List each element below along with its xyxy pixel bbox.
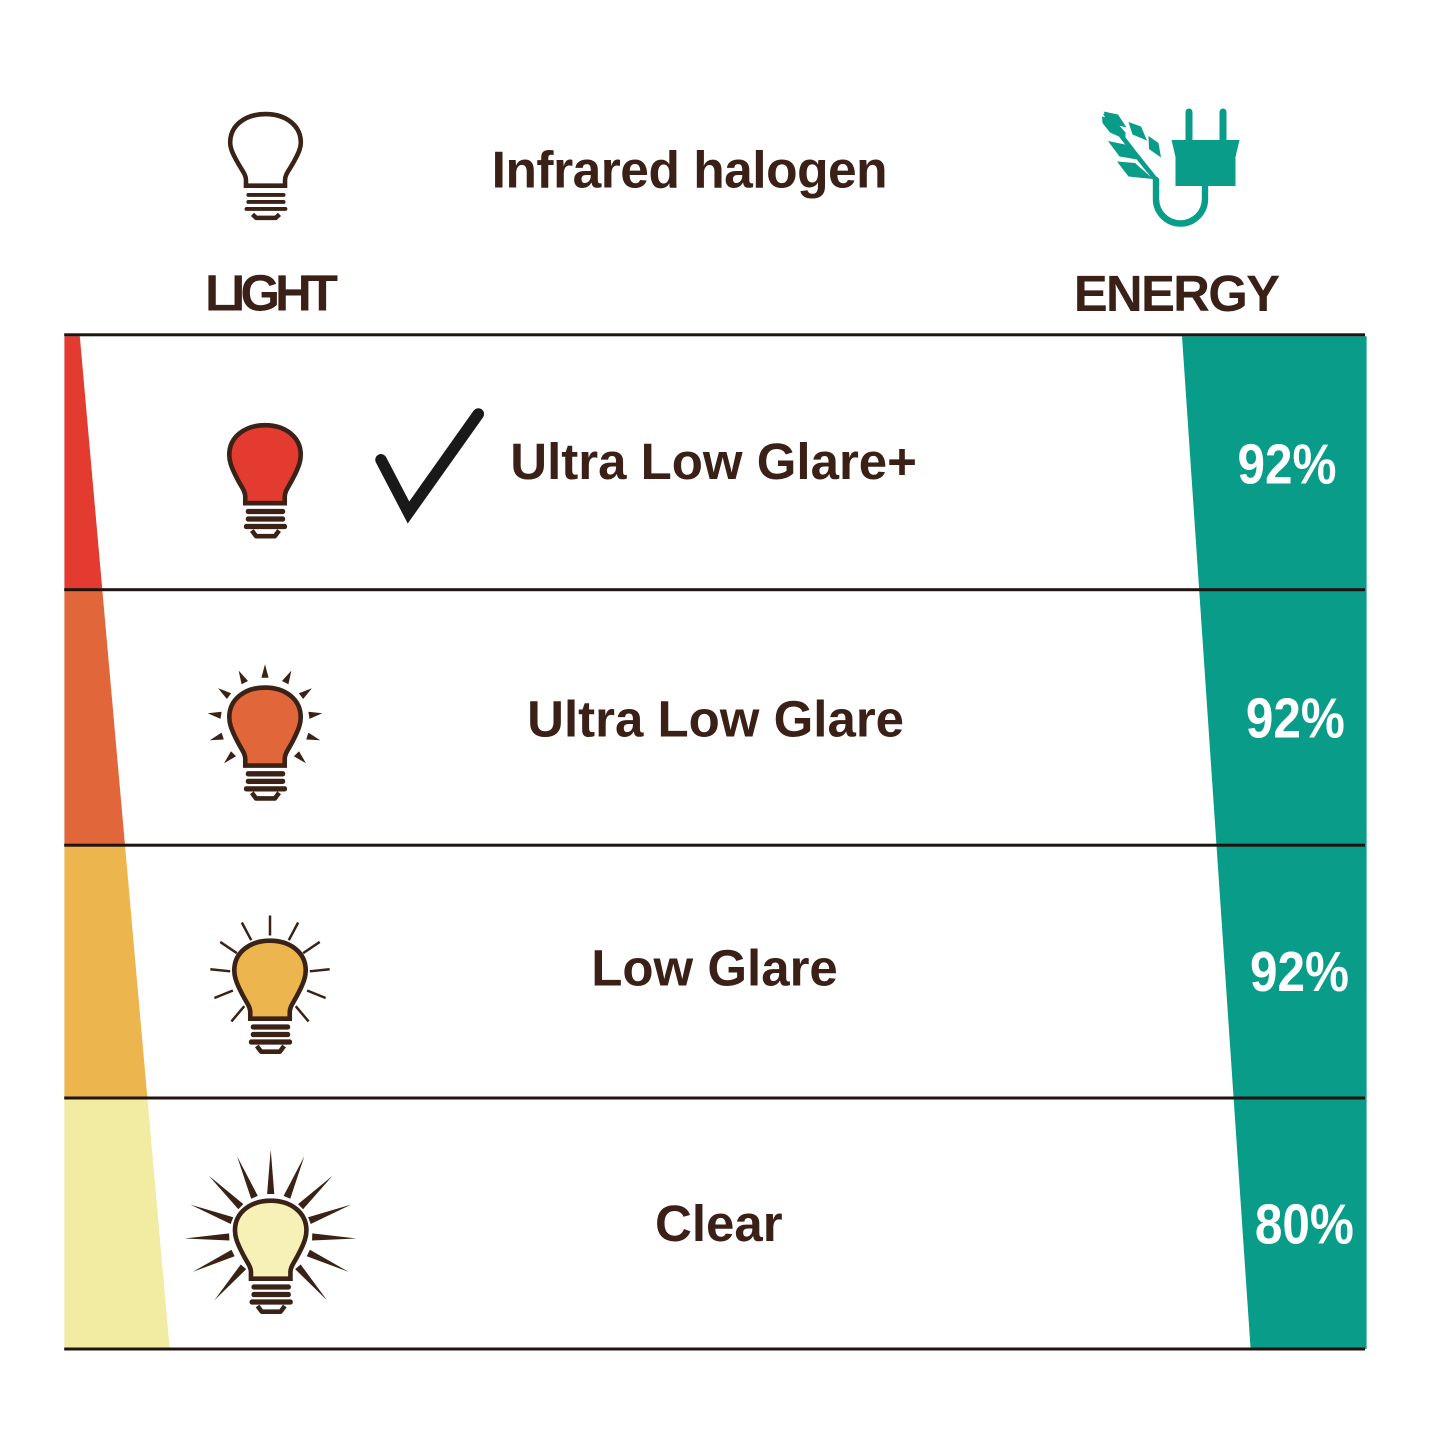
svg-text:92%: 92% <box>1238 433 1337 497</box>
svg-text:Ultra Low Glare+: Ultra Low Glare+ <box>510 433 917 490</box>
svg-text:LIGHT: LIGHT <box>205 264 338 321</box>
svg-text:Ultra Low Glare: Ultra Low Glare <box>527 691 904 748</box>
svg-text:92%: 92% <box>1250 940 1349 1004</box>
svg-text:Clear: Clear <box>655 1195 783 1252</box>
svg-text:ENERGY: ENERGY <box>1074 265 1280 322</box>
svg-text:80%: 80% <box>1255 1193 1354 1257</box>
svg-text:92%: 92% <box>1246 687 1345 751</box>
svg-text:Low Glare: Low Glare <box>591 940 838 997</box>
svg-text:Infrared halogen: Infrared halogen <box>492 141 887 199</box>
